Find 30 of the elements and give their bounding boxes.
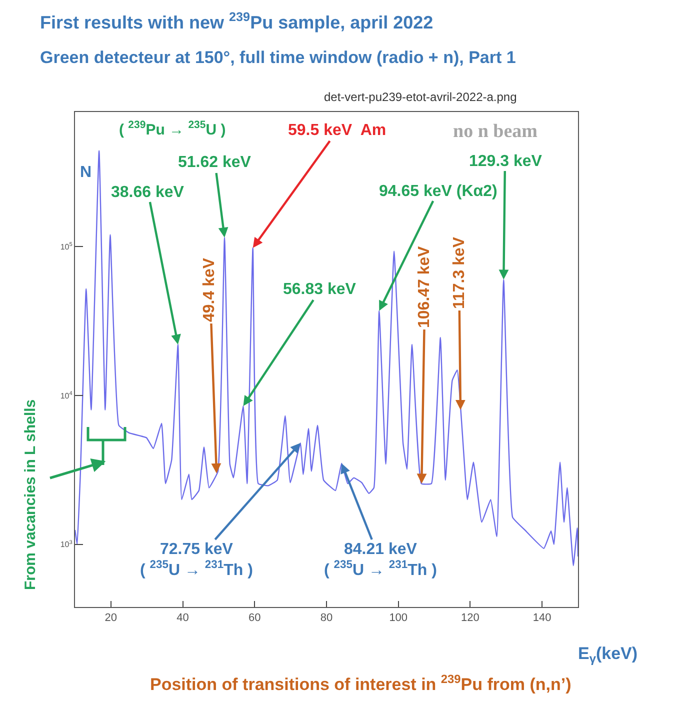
y-tick-label: 10$^{4}$	[60, 390, 72, 400]
annotation: 59.5 keV Am	[288, 122, 386, 139]
y-tick-label: 10$^{5}$	[60, 242, 72, 252]
annotation: 94.65 keV (Kα2)	[379, 183, 498, 200]
y-tick-label: 10$^{3}$	[60, 540, 72, 550]
x-axis-title: E$_{γ}$(keV)	[578, 644, 638, 666]
x-tick-label: 60	[248, 612, 261, 624]
text: From vacancies in L shells	[22, 399, 39, 590]
text: Position of transitions of interest in $^{239}$Pu from (n,n’)	[150, 672, 572, 694]
annotation: 84.21 keV ( $^{235}$U → $^{231}$Th )	[324, 541, 437, 579]
annotation: no n beam	[453, 121, 538, 142]
annotation: 72.75 keV ( $^{235}$U → $^{231}$Th )	[140, 541, 253, 579]
x-tick-label: 20	[104, 612, 118, 624]
chart-subtitle: Green detecteur at 150°, full time window (radio + n), Part 1	[40, 48, 516, 67]
text: det-vert-pu239-etot-avril-2022-a.png	[324, 90, 517, 104]
annotation: 129.3 keV	[469, 153, 542, 170]
annotation: 38.66 keV	[111, 184, 184, 201]
annotation: 51.62 keV	[178, 154, 252, 171]
y-axis-title: N	[80, 164, 92, 181]
x-tick-label: 120	[461, 612, 480, 624]
annotation: ( $^{239}$Pu → $^{235}$U )	[119, 119, 226, 138]
chart-title: First results with new $^{239}$Pu sample, april 2022	[40, 10, 434, 33]
annotation: 117.3 keV	[450, 236, 468, 309]
x-tick-label: 100	[389, 612, 408, 624]
annotation: 49.4 keV	[201, 258, 218, 322]
annotation: 56.83 keV	[283, 281, 356, 298]
x-tick-label: 80	[320, 612, 333, 624]
x-tick-label: 140	[532, 612, 552, 624]
annotation: 106.47 keV	[416, 246, 433, 328]
x-tick-label: 40	[176, 612, 189, 624]
